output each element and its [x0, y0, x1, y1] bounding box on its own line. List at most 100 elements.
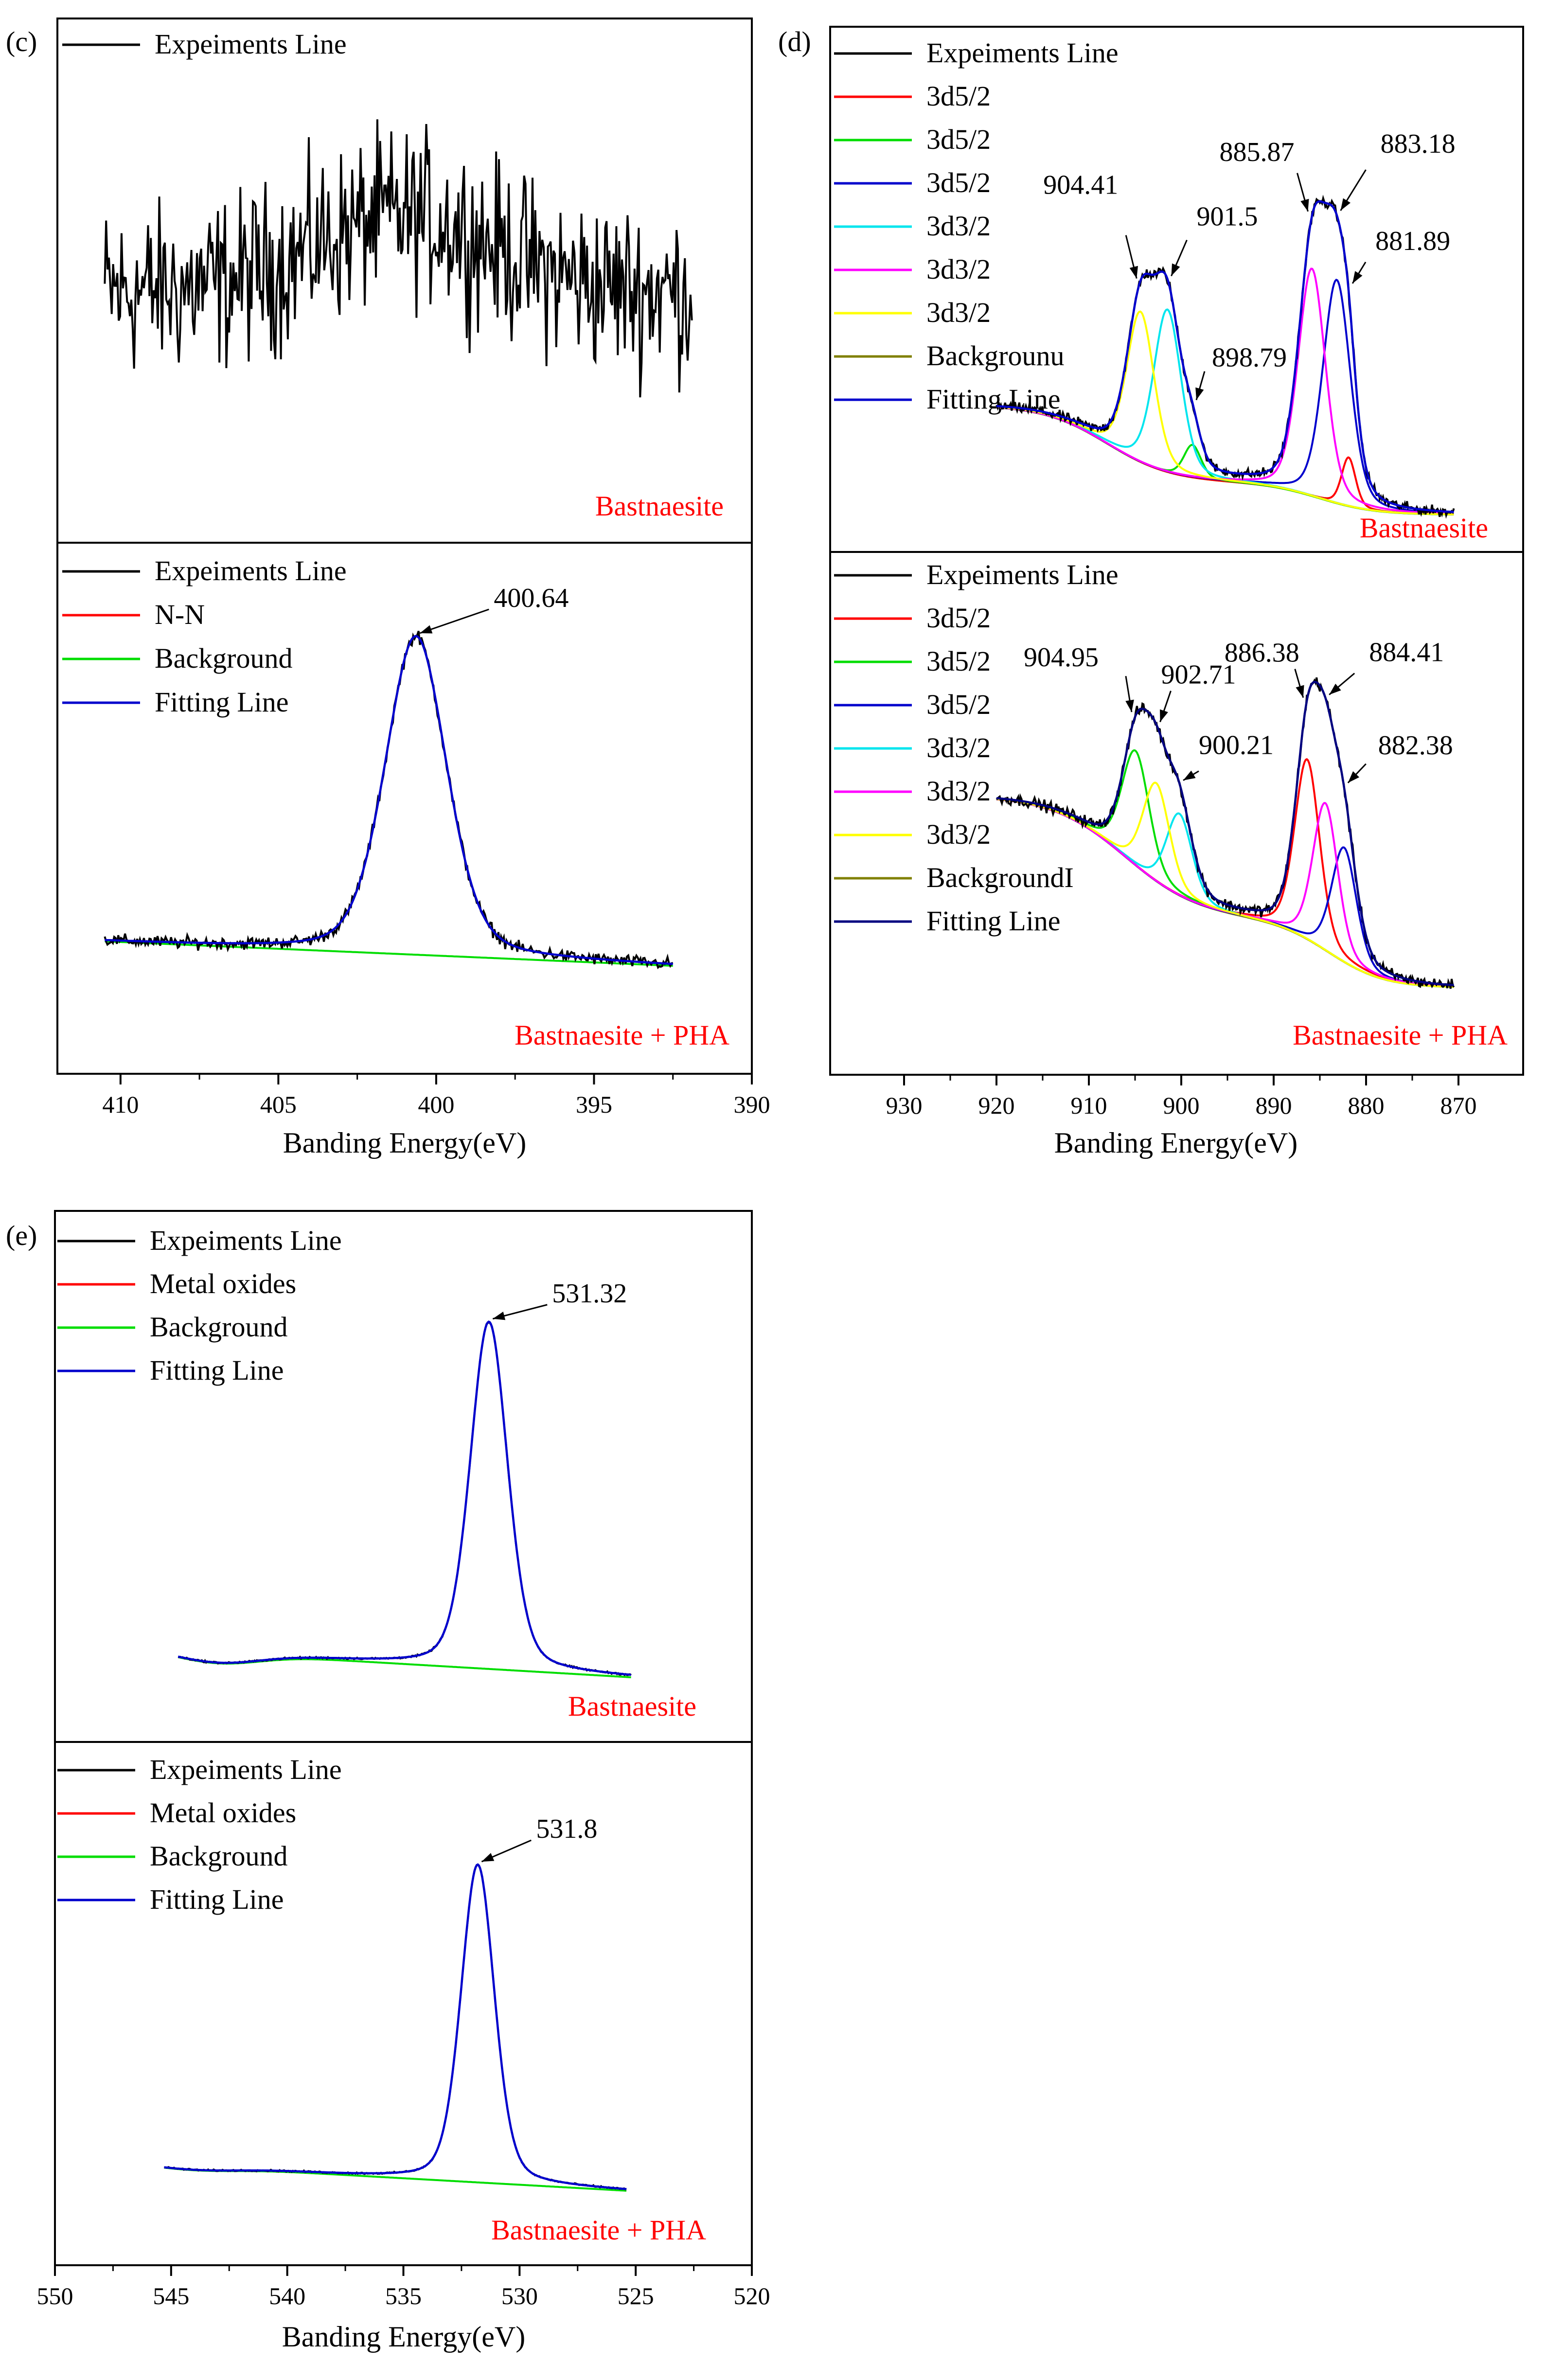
- chart-panel-2: (d) 930 920 910 900 890 880 870 Banding Energy(e…: [778, 26, 1524, 1159]
- peak-arrow-head: [420, 625, 433, 634]
- x-tick-label: 550: [37, 2282, 73, 2309]
- peak-label: 884.41: [1369, 637, 1444, 667]
- peak-arrow-head: [1129, 266, 1138, 279]
- peak-arrow-line: [419, 608, 489, 634]
- x-tick-label: 870: [1440, 1092, 1477, 1119]
- legend-label: Expeiments Line: [150, 1754, 342, 1785]
- x-tick-label: 890: [1256, 1092, 1292, 1119]
- legend-label: Expeiments Line: [926, 559, 1119, 590]
- peak-arrow-head: [1296, 685, 1304, 698]
- peak-arrow-head: [1183, 770, 1196, 781]
- legend-label: Fitting Line: [155, 686, 289, 718]
- legend-label: 3d5/2: [926, 689, 991, 720]
- peak-arrow-head: [481, 1853, 495, 1862]
- series-fitting-line: [996, 200, 1454, 513]
- x-tick-label: 395: [576, 1091, 612, 1118]
- series-fitting-line: [996, 680, 1454, 986]
- peak-arrow-head: [1195, 387, 1204, 400]
- series-component: [996, 310, 1454, 515]
- series-experiment: [104, 119, 693, 398]
- peak-arrow-head: [1340, 198, 1351, 211]
- legend-label: 3d5/2: [926, 80, 991, 112]
- x-axis-label: Banding Energy(eV): [1054, 1127, 1297, 1159]
- peak-arrow-head: [1171, 263, 1180, 276]
- sample-label: Bastnaesite + PHA: [491, 2214, 706, 2246]
- subplot-frame: [56, 542, 753, 1075]
- series-component: [996, 781, 1454, 988]
- legend-label: Fitting Line: [926, 905, 1061, 937]
- subplot-frame: [829, 551, 1524, 1076]
- peak-arrow-head: [1160, 709, 1168, 722]
- legend-label: BackgroundI: [926, 862, 1074, 893]
- x-tick-label: 920: [978, 1092, 1015, 1119]
- legend-label: 3d3/2: [926, 775, 991, 807]
- chart-panel-3: (e) 550 545 540 535 530 525 520 Banding Energy(e…: [6, 1210, 770, 2353]
- legend-label: 3d3/2: [926, 210, 991, 242]
- peak-label: 882.38: [1378, 730, 1453, 761]
- x-tick-label: 405: [260, 1091, 297, 1118]
- legend-label: 3d5/2: [926, 167, 991, 198]
- peak-label: 901.5: [1197, 202, 1258, 232]
- x-tick-label: 910: [1071, 1092, 1107, 1119]
- legend-label: 3d3/2: [926, 818, 991, 850]
- subplot-2: Expeiments Line 3d5/2 3d5/2 3d5/2 3d3/2 3d3/2…: [834, 559, 1508, 1051]
- x-tick-label: 410: [102, 1091, 139, 1118]
- peak-arrow-head: [1348, 771, 1360, 783]
- legend-label: Metal oxides: [150, 1797, 296, 1829]
- panel-label: (e): [6, 1220, 37, 1251]
- x-tick-label: 535: [385, 2282, 422, 2309]
- legend-label: Expeiments Line: [155, 555, 347, 586]
- x-tick-label: 545: [153, 2282, 189, 2309]
- series-fitting-line: [105, 635, 673, 965]
- legend-label: Fitting Line: [150, 1883, 284, 1915]
- legend-label: Expeiments Line: [926, 37, 1119, 69]
- peak-label: 531.32: [552, 1279, 627, 1309]
- legend-label: 3d5/2: [926, 124, 991, 155]
- legend-label: 3d5/2: [926, 645, 991, 677]
- subplot-1: Expeiments Line Metal oxides Background Fit…: [57, 1225, 696, 1722]
- x-axis-label: Banding Energy(eV): [283, 1127, 526, 1159]
- legend-label: Background: [150, 1311, 288, 1343]
- peak-arrow-head: [1125, 699, 1134, 712]
- x-tick-label: 400: [418, 1091, 454, 1118]
- panels: (c) 410 405 400 395 390 Banding Energy(eV) Expe…: [6, 18, 1524, 2353]
- peak-label: 881.89: [1375, 226, 1450, 256]
- peak-label: 898.79: [1212, 343, 1287, 373]
- peak-arrow-head: [1300, 198, 1309, 212]
- chart-panel-1: (c) 410 405 400 395 390 Banding Energy(eV) Expe…: [6, 18, 770, 1159]
- subplot-2: Expeiments Line N-N Background Fitting Line…: [62, 555, 729, 1051]
- peak-arrow-head: [1329, 683, 1341, 695]
- legend-label: Fitting Line: [150, 1354, 284, 1386]
- subplot-2: Expeiments Line Metal oxides Background Fit…: [57, 1754, 706, 2246]
- peak-label: 885.87: [1219, 137, 1294, 167]
- legend-label: Backgrounu: [926, 340, 1065, 372]
- legend-label: Expeiments Line: [150, 1225, 342, 1256]
- sample-label: Bastnaesite: [1360, 512, 1488, 544]
- peak-arrow-head: [493, 1312, 506, 1320]
- legend-label: 3d5/2: [926, 602, 991, 634]
- legend-label: Metal oxides: [150, 1268, 296, 1299]
- panel-label: (d): [778, 26, 811, 57]
- legend-label: 3d3/2: [926, 297, 991, 328]
- peak-arrow-head: [1352, 271, 1363, 284]
- peak-label: 531.8: [536, 1814, 597, 1844]
- x-tick-label: 525: [618, 2282, 654, 2309]
- subplot-1: Expeiments Line Bastnaesite: [62, 28, 724, 522]
- sample-label: Bastnaesite + PHA: [1293, 1019, 1508, 1051]
- sample-label: Bastnaesite: [568, 1690, 696, 1722]
- sample-label: Bastnaesite + PHA: [515, 1019, 729, 1051]
- subplot-1: Expeiments Line 3d5/2 3d5/2 3d5/2 3d3/2 3d3/2…: [834, 37, 1488, 544]
- x-axis-label: Banding Energy(eV): [282, 2321, 525, 2353]
- peak-label: 883.18: [1381, 129, 1456, 159]
- legend-label: Background: [155, 642, 293, 674]
- legend-label: N-N: [155, 599, 205, 630]
- peak-label: 904.41: [1043, 170, 1118, 200]
- legend-label: Expeiments Line: [155, 28, 347, 60]
- legend-label: 3d3/2: [926, 732, 991, 764]
- series-fitting-line: [164, 1863, 627, 2190]
- x-tick-label: 530: [501, 2282, 538, 2309]
- series-fitting-line: [178, 1320, 631, 1676]
- x-tick-label: 930: [886, 1092, 923, 1119]
